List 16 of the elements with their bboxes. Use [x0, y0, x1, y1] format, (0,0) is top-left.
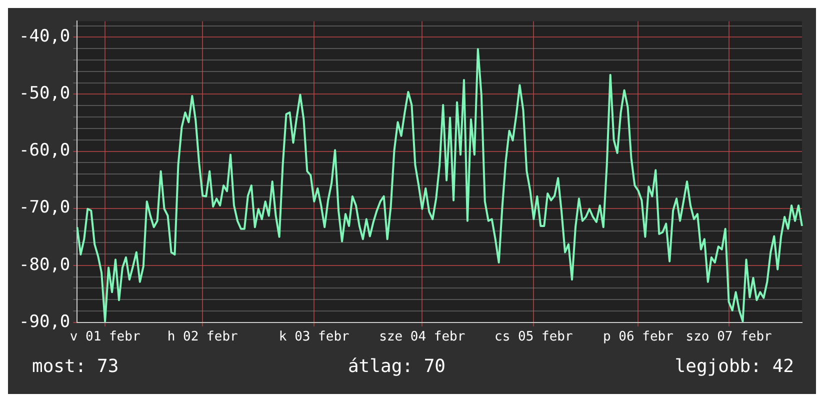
y-tick-label: -80,0: [18, 254, 70, 275]
x-tick-label: sze 04 febr: [379, 330, 466, 345]
text: legjobb: 42: [674, 356, 794, 377]
x-tick-label: h 02 febr: [167, 330, 238, 345]
y-tick-label: -70,0: [18, 198, 70, 218]
x-tick-label: k 03 febr: [278, 330, 350, 345]
text: átlag: 70: [348, 356, 446, 377]
x-tick-label: p 06 febr: [602, 330, 674, 345]
x-tick-label: cs 05 febr: [494, 330, 573, 345]
x-tick-label: v 01 febr: [70, 330, 140, 345]
text: most: 73: [32, 356, 119, 377]
x-tick-label: szo 07 febr: [686, 330, 772, 345]
y-tick-label: -50,0: [18, 84, 70, 104]
y-tick-label: -90,0: [18, 312, 70, 332]
y-tick-label: -40,0: [18, 26, 70, 47]
y-tick-label: -60,0: [18, 140, 70, 161]
